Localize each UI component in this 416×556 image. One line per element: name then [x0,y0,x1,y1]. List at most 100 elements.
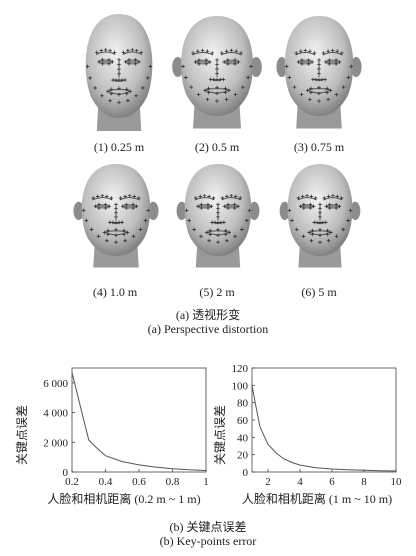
keypoint-marker [108,98,112,103]
keypoint-marker [309,238,314,243]
keypoint-marker [117,100,121,105]
keypoint-marker [114,202,118,207]
keypoint-marker [314,77,318,82]
ear-right [147,201,159,221]
keypoint-marker [88,76,93,80]
keypoint-marker [226,206,230,210]
keypoint-marker [91,196,95,200]
brow-left [194,197,215,201]
keypoint-marker [341,85,346,89]
face-label-3: (3) 0.75 m [293,140,345,154]
keypoint-marker [327,206,332,210]
keypoint-marker [205,49,210,54]
keypoint-marker [300,58,304,62]
x-tick-label: 2 [265,476,271,488]
keypoint-markers [181,48,253,103]
keypoint-marker [317,85,321,90]
x-tick-label: 1 [203,476,209,488]
keypoint-marker [105,194,109,199]
keypoint-marker [204,62,208,66]
keypoint-marker [326,97,330,102]
keypoint-marker [220,51,224,55]
keypoint-marker [205,230,209,235]
keypoint-marker [123,238,127,243]
keypoint-marker [211,196,216,200]
brow-right [322,52,343,56]
keypoint-marker [216,227,220,232]
keypoint-marker [110,60,115,64]
keypoint-marker [124,202,129,207]
keypoint-marker [318,240,322,244]
keypoint-marker [196,49,200,54]
keypoint-marker [226,62,230,66]
ear-left [279,201,290,221]
keypoint-marker [327,202,332,207]
keypoint-marker [324,60,328,64]
ear-left [276,57,288,77]
keypoint-marker [138,227,143,232]
keypoint-marker [313,196,318,200]
keypoint-marker [117,57,121,62]
keypoint-marker [302,206,306,210]
keypoint-marker [210,51,214,55]
keypoint-marker [310,228,315,233]
keypoint-marker [106,228,110,233]
keypoint-marker [326,238,331,243]
keypoint-marker [223,90,228,95]
caption-a-en: (a) Perspective distortion [147,322,269,336]
keypoint-marker [199,202,204,207]
y-tick-label: 60 [237,415,249,427]
x-tick-label: 0.2 [65,476,79,488]
keypoint-marker [310,60,314,64]
keypoint-marker [117,67,121,71]
keypoint-marker [105,238,109,243]
keypoint-marker [233,194,238,199]
face-label-6: (6) 5 m [301,285,337,299]
keypoint-marker [141,86,145,90]
keypoint-marker [317,99,321,103]
keypoint-marker [324,204,329,209]
keypoint-marker [121,204,125,209]
y-tick-label: 100 [232,380,249,392]
keypoint-marker [103,202,108,207]
plot-area: 0 20 40 60 80 100 120 2 4 6 8 10 [232,363,403,488]
keypoint-marker [114,206,118,211]
keypoint-marker [300,62,304,66]
keypoint-marker [325,90,329,95]
y-axis-label: 关键点误差 [15,405,29,465]
keypoint-marker [203,88,207,93]
keypoint-marker [117,92,121,97]
plot-frame [251,367,397,473]
ear-left [172,57,184,77]
face-label-5: (5) 2 m [199,285,235,299]
keypoint-marker [106,232,110,237]
keypoint-marker [84,218,89,223]
x-axis-label: 人脸和相机距离 (1 m ~ 10 m) [242,491,392,506]
keypoint-marker [118,196,123,200]
y-tick-label: 120 [232,363,249,375]
keypoint-marker [227,230,231,235]
keypoint-marker [308,202,313,207]
ear-left [176,201,187,221]
keypoint-marker [206,206,210,210]
keypoint-marker [225,238,229,243]
keypoint-marker [200,48,205,53]
keypoint-marker [95,50,99,55]
keypoint-marker [337,60,342,64]
keypoint-marker [340,51,344,55]
brow-left [92,197,113,201]
keypoint-markers [184,193,252,244]
keypoint-marker [139,50,143,55]
keypoint-marker [122,232,126,237]
keypoint-marker [287,75,292,80]
keypoint-marker [233,92,238,97]
keypoint-marker [199,206,204,210]
keypoint-marker [317,67,321,71]
keypoint-marker [222,60,226,64]
keypoint-marker [207,238,211,243]
keypoint-marker [346,218,350,223]
keypoint-marker [326,194,331,199]
keypoint-marker [184,75,188,80]
keypoint-marker [334,58,338,62]
